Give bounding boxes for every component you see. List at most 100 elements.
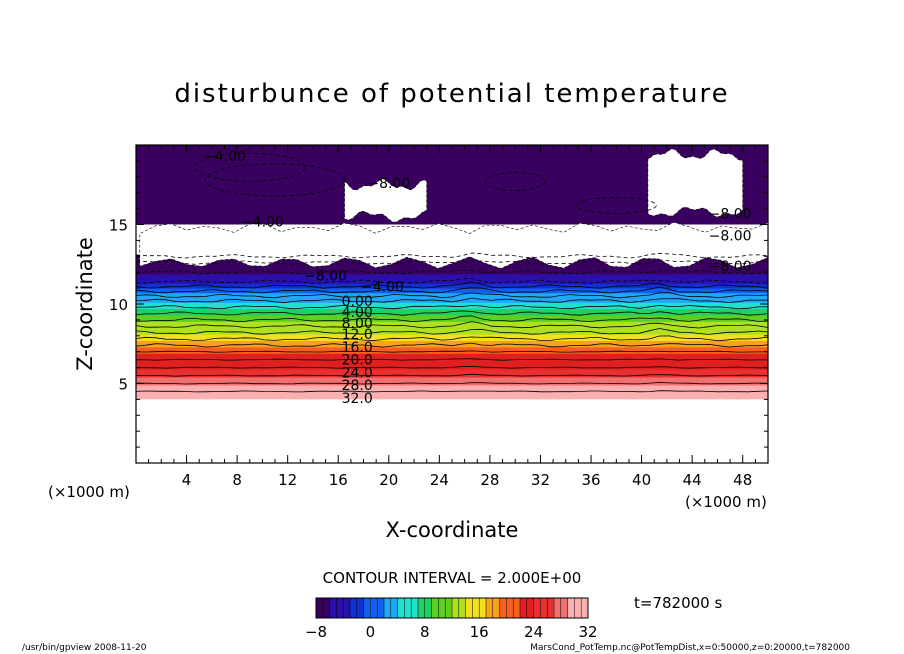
missing-data-region [344,178,427,223]
colorbar-cell [547,598,555,618]
colorbar-cell [492,598,501,618]
contour-line-14 [136,321,768,329]
colorbar-cell [343,598,351,618]
contour-label: −4.00 [361,280,404,296]
time-text: t=782000 s [634,594,722,612]
contour-loop [194,152,306,182]
contour-loop [575,197,657,214]
colorbar-cell [452,598,460,618]
colorbar-cell [560,598,569,618]
contour-loop [484,172,546,191]
contour-label: −8.00 [709,259,752,275]
contour-label: −8.00 [709,206,752,222]
colorbar-cell [520,598,528,618]
colorbar-cell [356,598,365,618]
contour-label: −8.00 [709,229,752,245]
colorbar-cell [418,598,426,618]
colorbar-cell [384,598,392,618]
colorbar-cell [350,598,358,618]
colorbar-cell [465,598,473,618]
colorbar-cell [533,598,541,618]
contour-line-6 [136,297,768,304]
contour-line-12 [136,315,768,323]
contour-label: 12.0 [342,327,373,343]
contour-lines [136,152,768,393]
x-tick-label: 44 [683,471,702,489]
y-axis: 5 10 15 [109,160,768,448]
contour-label: −4.00 [241,214,284,230]
y-tick-label: 10 [109,296,128,314]
x-tick-label: 20 [379,471,398,489]
contour-line--8 [136,252,768,259]
colorbar-cell [377,598,385,618]
contour-label: 8.00 [342,316,373,332]
contour-line-22 [136,350,768,353]
colorbar-cell [554,598,562,618]
colorbar-cell [329,598,337,618]
chart-title: disturbunce of potential temperature [174,79,729,109]
colorbar-cell [445,598,453,618]
colorbar-cell [390,598,399,618]
contour-line-8 [136,304,768,310]
x-tick-label: 8 [232,471,242,489]
colorbar-cell [479,598,487,618]
contour-line-16 [136,328,768,335]
x-tick-label: 4 [182,471,192,489]
x-axis-label: X-coordinate [386,518,519,542]
colorbar-cell [513,598,521,618]
contour-loop [204,163,346,197]
x-tick-label: 40 [632,471,651,489]
colorbar-cell [424,598,433,618]
contour-line--4 [136,269,768,275]
x-tick-label: 28 [480,471,499,489]
colorbar-tick-label: −8 [305,623,327,641]
colorbar-cell [581,598,589,618]
colorbar-cell [397,598,405,618]
contour-interval-text: CONTOUR INTERVAL = 2.000E+00 [323,569,582,587]
contour-label: 24.0 [342,365,373,381]
contour-label: 4.00 [342,305,373,321]
colorbar-cell [506,598,514,618]
colorbar-cell [486,598,494,618]
x-unit-right: (×1000 m) [685,493,767,511]
contour-label: 32.0 [342,391,373,407]
contour-labels: −4.00 −8.00 −4.00 −8.00 −8.00 −8.00 −8.00 −4.00… [203,149,752,407]
y-axis-label: Z-coordinate [73,237,97,371]
colorbar-cell [499,598,507,618]
contour-line-30 [136,382,768,385]
x-tick-label: 48 [733,471,752,489]
missing-data-region [647,148,743,218]
contour-label: 28.0 [342,378,373,394]
contour-label: −4.00 [203,149,246,165]
colorbar-cell [431,598,439,618]
colorbar-cell [458,598,467,618]
contour-label: −8.00 [367,176,410,192]
contour-line--6 [136,259,768,265]
colorbar-cell [574,598,582,618]
colorbar-cell [567,598,575,618]
colorbar-cell [540,598,548,618]
colorbar-cell [322,598,331,618]
contour-line-26 [136,365,768,369]
contour-line--2 [136,277,768,284]
colorbar-cell [526,598,535,618]
colorbar-tick-label: 8 [420,623,430,641]
footer-right: MarsCond_PotTemp.nc@PotTempDist,x=0:5000… [530,643,850,653]
contour-line-32 [136,390,768,393]
contour-line-24 [136,358,768,361]
contour-line-28 [136,373,768,377]
y-tick-label: 15 [109,217,128,235]
x-tick-label: 16 [329,471,348,489]
x-unit-left: (×1000 m) [48,483,130,501]
band-18 [136,335,768,348]
footer-left: /usr/bin/gpview 2008-11-20 [22,643,147,653]
x-axis: 4 8 12 16 20 24 28 32 36 40 44 48 [148,145,756,489]
y-tick-label: 5 [118,376,128,394]
colorbar-tick-label: 24 [524,623,543,641]
colorbar-tick-label: 16 [470,623,489,641]
x-tick-label: 32 [531,471,550,489]
contour-line-2 [136,286,768,294]
band-16 [136,328,768,341]
colorbar-labels: −8 0 8 16 24 32 [305,623,598,641]
